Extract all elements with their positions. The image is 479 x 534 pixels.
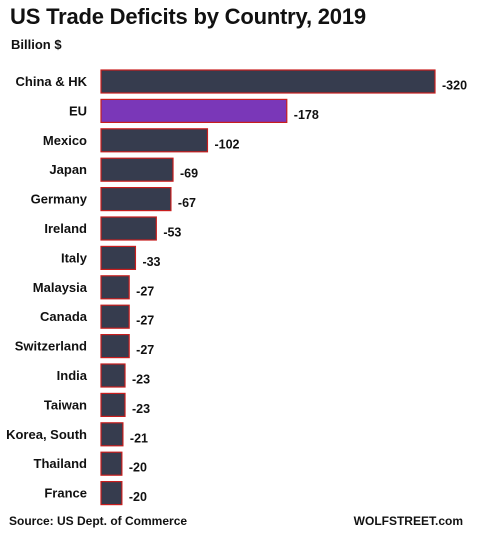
bar <box>100 422 124 447</box>
bar <box>100 481 123 506</box>
bar <box>100 245 137 270</box>
value-label: -20 <box>129 461 147 475</box>
value-label: -102 <box>214 137 239 151</box>
brand-watermark: WOLFSTREET.com <box>353 514 463 528</box>
chart-subtitle: Billion $ <box>11 37 62 52</box>
value-label: -23 <box>132 373 150 387</box>
bar <box>100 216 157 241</box>
category-label: Japan <box>49 162 87 177</box>
value-label: -33 <box>142 255 160 269</box>
value-label: -27 <box>136 314 154 328</box>
category-label: Malaysia <box>33 280 88 295</box>
category-label: Taiwan <box>44 397 87 412</box>
value-label: -178 <box>294 108 319 122</box>
bar <box>100 69 436 94</box>
bar <box>100 157 174 182</box>
category-label: Italy <box>61 250 88 265</box>
category-label: EU <box>69 103 87 118</box>
bar <box>100 363 126 388</box>
bar <box>100 128 209 153</box>
value-label: -23 <box>132 402 150 416</box>
value-label: -320 <box>442 79 467 93</box>
source-note: Source: US Dept. of Commerce <box>9 514 188 528</box>
bar <box>100 334 130 359</box>
category-label: Switzerland <box>15 339 87 354</box>
category-label: Thailand <box>34 456 88 471</box>
category-label: Mexico <box>43 133 87 148</box>
chart-title: US Trade Deficits by Country, 2019 <box>10 4 366 29</box>
bar <box>100 304 130 329</box>
category-label: Canada <box>40 309 88 324</box>
category-label: China & HK <box>16 74 88 89</box>
bar <box>100 98 288 124</box>
category-label: India <box>57 368 88 383</box>
bar <box>100 275 130 300</box>
bar <box>100 451 123 476</box>
value-label: -27 <box>136 284 154 298</box>
value-label: -20 <box>129 490 147 504</box>
category-label: Korea, South <box>6 427 87 442</box>
bar <box>100 392 126 417</box>
value-label: -67 <box>178 196 196 210</box>
value-label: -27 <box>136 343 154 357</box>
value-label: -69 <box>180 167 198 181</box>
category-label: France <box>44 486 87 501</box>
category-label: Germany <box>31 192 88 207</box>
value-label: -53 <box>163 226 181 240</box>
value-label: -21 <box>130 431 148 445</box>
bar <box>100 187 172 212</box>
category-label: Ireland <box>44 221 87 236</box>
